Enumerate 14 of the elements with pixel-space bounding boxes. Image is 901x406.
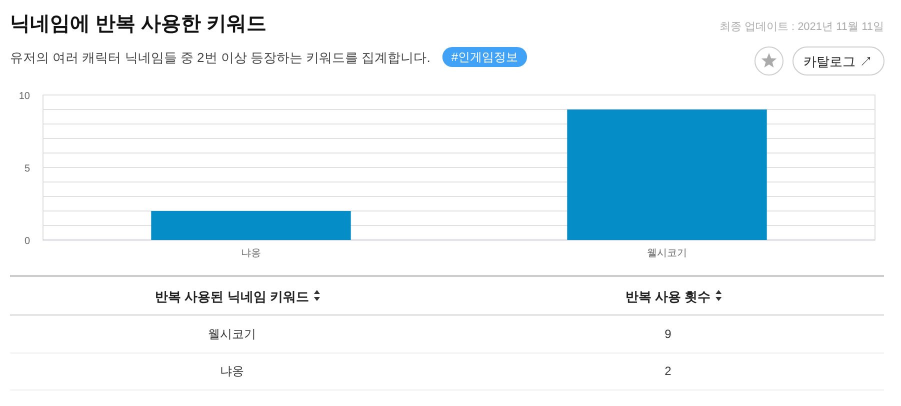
text: 웰시코기	[208, 327, 256, 341]
text: 반복 사용된 닉네임 키워드	[155, 289, 309, 304]
y-tick-label: 0	[24, 236, 30, 247]
text: #인게임정보	[451, 50, 518, 64]
y-tick-label: 10	[18, 91, 30, 102]
text: 2	[664, 364, 672, 378]
text: 냐옹	[220, 364, 244, 378]
chart-subtitle: 유저의 여러 캐릭터 닉네임들 중 2번 이상 등장하는 키워드를 집계합니다.	[10, 50, 430, 65]
chart-title: 닉네임에 반복 사용한 키워드	[10, 13, 267, 35]
text: 9	[664, 327, 672, 341]
y-tick-label: 5	[24, 164, 30, 174]
text: 최종 업데이트 : 2021년 11월 11일	[719, 21, 884, 33]
text: 카탈로그 ↗	[804, 54, 872, 69]
text: 반복 사용 횟수	[625, 289, 711, 304]
